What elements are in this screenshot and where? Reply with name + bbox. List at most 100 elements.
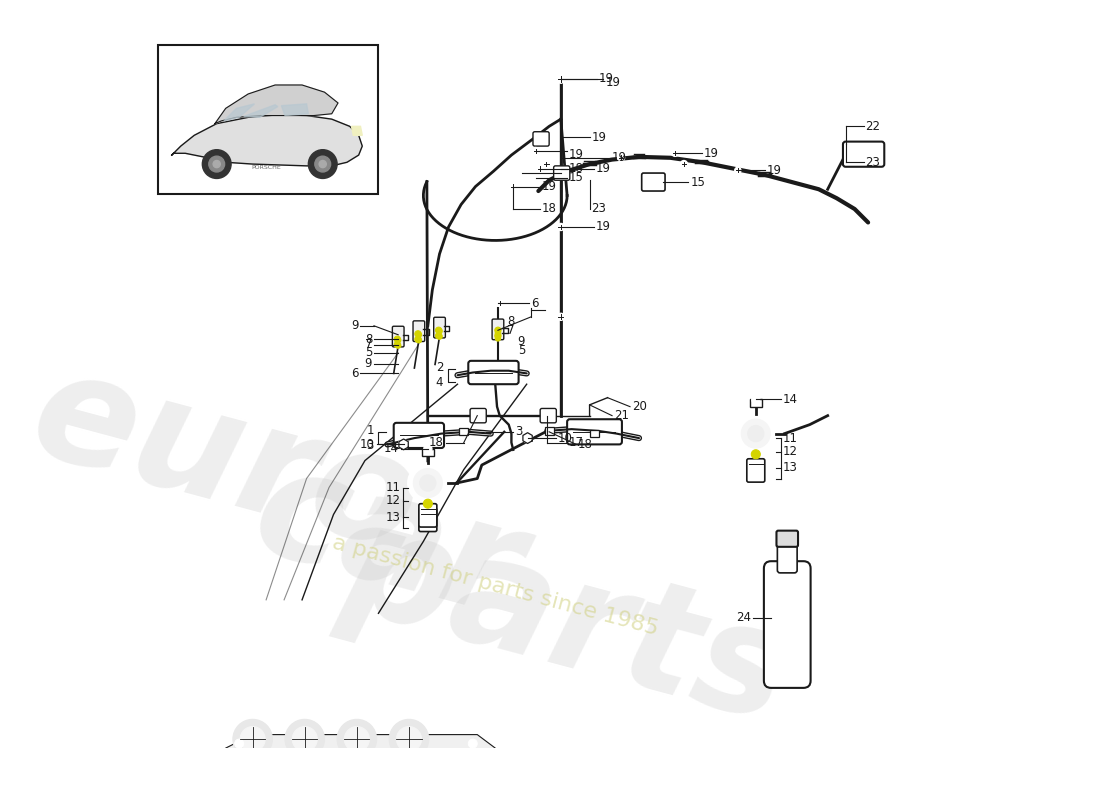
Circle shape (557, 74, 565, 83)
Text: euro: euro (16, 338, 434, 583)
Circle shape (558, 223, 564, 230)
Bar (158, 46, 378, 194)
FancyBboxPatch shape (393, 326, 404, 347)
FancyBboxPatch shape (777, 530, 797, 547)
Circle shape (464, 766, 499, 800)
Circle shape (495, 333, 502, 339)
FancyBboxPatch shape (568, 419, 622, 444)
Circle shape (416, 332, 421, 338)
Polygon shape (399, 439, 408, 450)
Circle shape (495, 330, 500, 336)
Text: 19: 19 (542, 180, 557, 193)
Circle shape (408, 463, 448, 502)
Text: 7: 7 (507, 324, 515, 337)
Polygon shape (214, 85, 338, 124)
Circle shape (394, 336, 400, 342)
FancyBboxPatch shape (433, 318, 446, 338)
FancyBboxPatch shape (419, 508, 437, 531)
Text: 19: 19 (767, 164, 782, 177)
Circle shape (469, 739, 477, 748)
Text: 9: 9 (364, 357, 372, 370)
FancyBboxPatch shape (419, 504, 437, 527)
Circle shape (617, 154, 625, 162)
Circle shape (315, 156, 331, 172)
Circle shape (396, 338, 400, 343)
Circle shape (199, 768, 231, 800)
Text: 7: 7 (364, 338, 372, 351)
Text: 1
3: 1 3 (366, 424, 374, 452)
Text: 23: 23 (592, 202, 606, 215)
Text: 19: 19 (592, 130, 606, 144)
Circle shape (389, 719, 429, 759)
Circle shape (680, 161, 688, 168)
Text: 3: 3 (515, 426, 522, 438)
Bar (460, 428, 469, 435)
FancyBboxPatch shape (412, 321, 425, 342)
Circle shape (202, 150, 231, 178)
Text: 13: 13 (783, 462, 798, 474)
Text: 23: 23 (866, 156, 880, 169)
Text: 13: 13 (386, 510, 400, 524)
FancyBboxPatch shape (778, 541, 798, 573)
Circle shape (415, 330, 421, 337)
Circle shape (672, 150, 678, 157)
Circle shape (532, 147, 539, 154)
FancyBboxPatch shape (553, 166, 570, 180)
Circle shape (240, 726, 265, 752)
Text: 11: 11 (783, 432, 798, 445)
Polygon shape (522, 433, 532, 443)
Text: 19: 19 (596, 162, 611, 175)
Text: 17: 17 (569, 436, 584, 449)
Circle shape (293, 726, 317, 752)
Circle shape (213, 161, 220, 168)
Text: 19: 19 (612, 151, 627, 164)
Text: 5: 5 (365, 346, 372, 359)
Bar (421, 449, 434, 456)
Circle shape (394, 342, 400, 348)
Circle shape (337, 719, 376, 759)
FancyBboxPatch shape (492, 319, 504, 340)
Text: 12: 12 (783, 445, 798, 458)
Circle shape (537, 165, 543, 172)
Text: 19: 19 (704, 146, 718, 160)
Circle shape (751, 450, 760, 458)
Circle shape (543, 161, 550, 168)
Bar (749, 399, 762, 406)
Text: 19: 19 (569, 148, 584, 161)
Polygon shape (224, 104, 254, 121)
Polygon shape (244, 105, 278, 118)
Text: 12: 12 (386, 494, 400, 507)
Polygon shape (208, 734, 504, 800)
Circle shape (495, 327, 502, 334)
Polygon shape (352, 126, 362, 135)
Text: 14: 14 (783, 393, 798, 406)
Circle shape (424, 499, 432, 508)
Circle shape (751, 395, 760, 403)
FancyBboxPatch shape (843, 142, 884, 166)
Circle shape (436, 327, 442, 334)
Circle shape (344, 726, 370, 752)
Circle shape (414, 469, 442, 498)
Circle shape (308, 150, 337, 178)
Bar (544, 427, 553, 434)
Circle shape (285, 719, 324, 759)
Text: 19: 19 (598, 72, 614, 86)
Text: 9: 9 (351, 319, 359, 332)
FancyBboxPatch shape (747, 458, 764, 482)
Circle shape (396, 726, 421, 752)
Circle shape (436, 333, 442, 339)
Circle shape (209, 156, 224, 172)
FancyBboxPatch shape (641, 173, 666, 191)
Circle shape (736, 414, 776, 454)
Polygon shape (282, 104, 308, 115)
Circle shape (437, 334, 442, 339)
Circle shape (233, 719, 273, 759)
Circle shape (490, 766, 498, 775)
Circle shape (234, 739, 244, 748)
Circle shape (495, 336, 500, 341)
Polygon shape (172, 114, 362, 166)
Circle shape (319, 161, 327, 168)
FancyBboxPatch shape (469, 361, 518, 384)
Text: 8: 8 (365, 333, 372, 346)
Text: 24: 24 (736, 611, 751, 624)
